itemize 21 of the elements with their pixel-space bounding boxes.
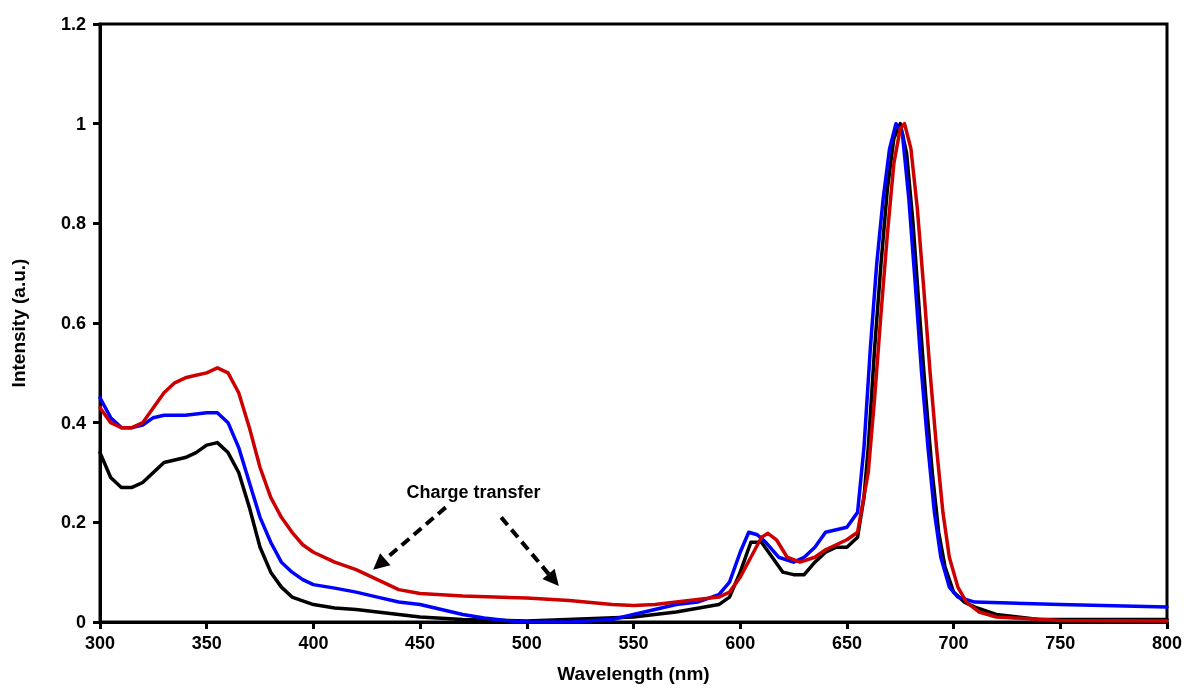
y-tick-label: 0.4 [60, 412, 86, 433]
x-tick-label: 700 [938, 633, 969, 653]
y-tick-label: 0.6 [60, 313, 86, 333]
x-tick-label: 400 [298, 633, 329, 653]
x-tick-label: 450 [405, 633, 436, 653]
x-tick-label: 500 [511, 633, 542, 653]
x-tick-label: 800 [1151, 633, 1183, 653]
x-tick-label: 650 [831, 633, 862, 653]
y-tick-label: 1.2 [60, 14, 86, 34]
y-tick-label: 0 [75, 612, 86, 632]
x-tick-label: 300 [84, 633, 116, 653]
y-tick-label: 0.2 [60, 512, 86, 533]
x-tick-label: 600 [725, 633, 756, 653]
x-tick-label: 750 [1045, 633, 1076, 653]
x-tick-label: 550 [618, 633, 649, 653]
y-axis-title: Intensity (a.u.) [8, 258, 29, 388]
y-tick-label: 1 [75, 113, 86, 134]
annotation: Charge transfer [406, 482, 541, 504]
y-tick-label: 0.8 [60, 213, 86, 234]
x-tick-label: 350 [191, 633, 222, 653]
x-axis-title: Wavelength (nm) [557, 663, 710, 684]
